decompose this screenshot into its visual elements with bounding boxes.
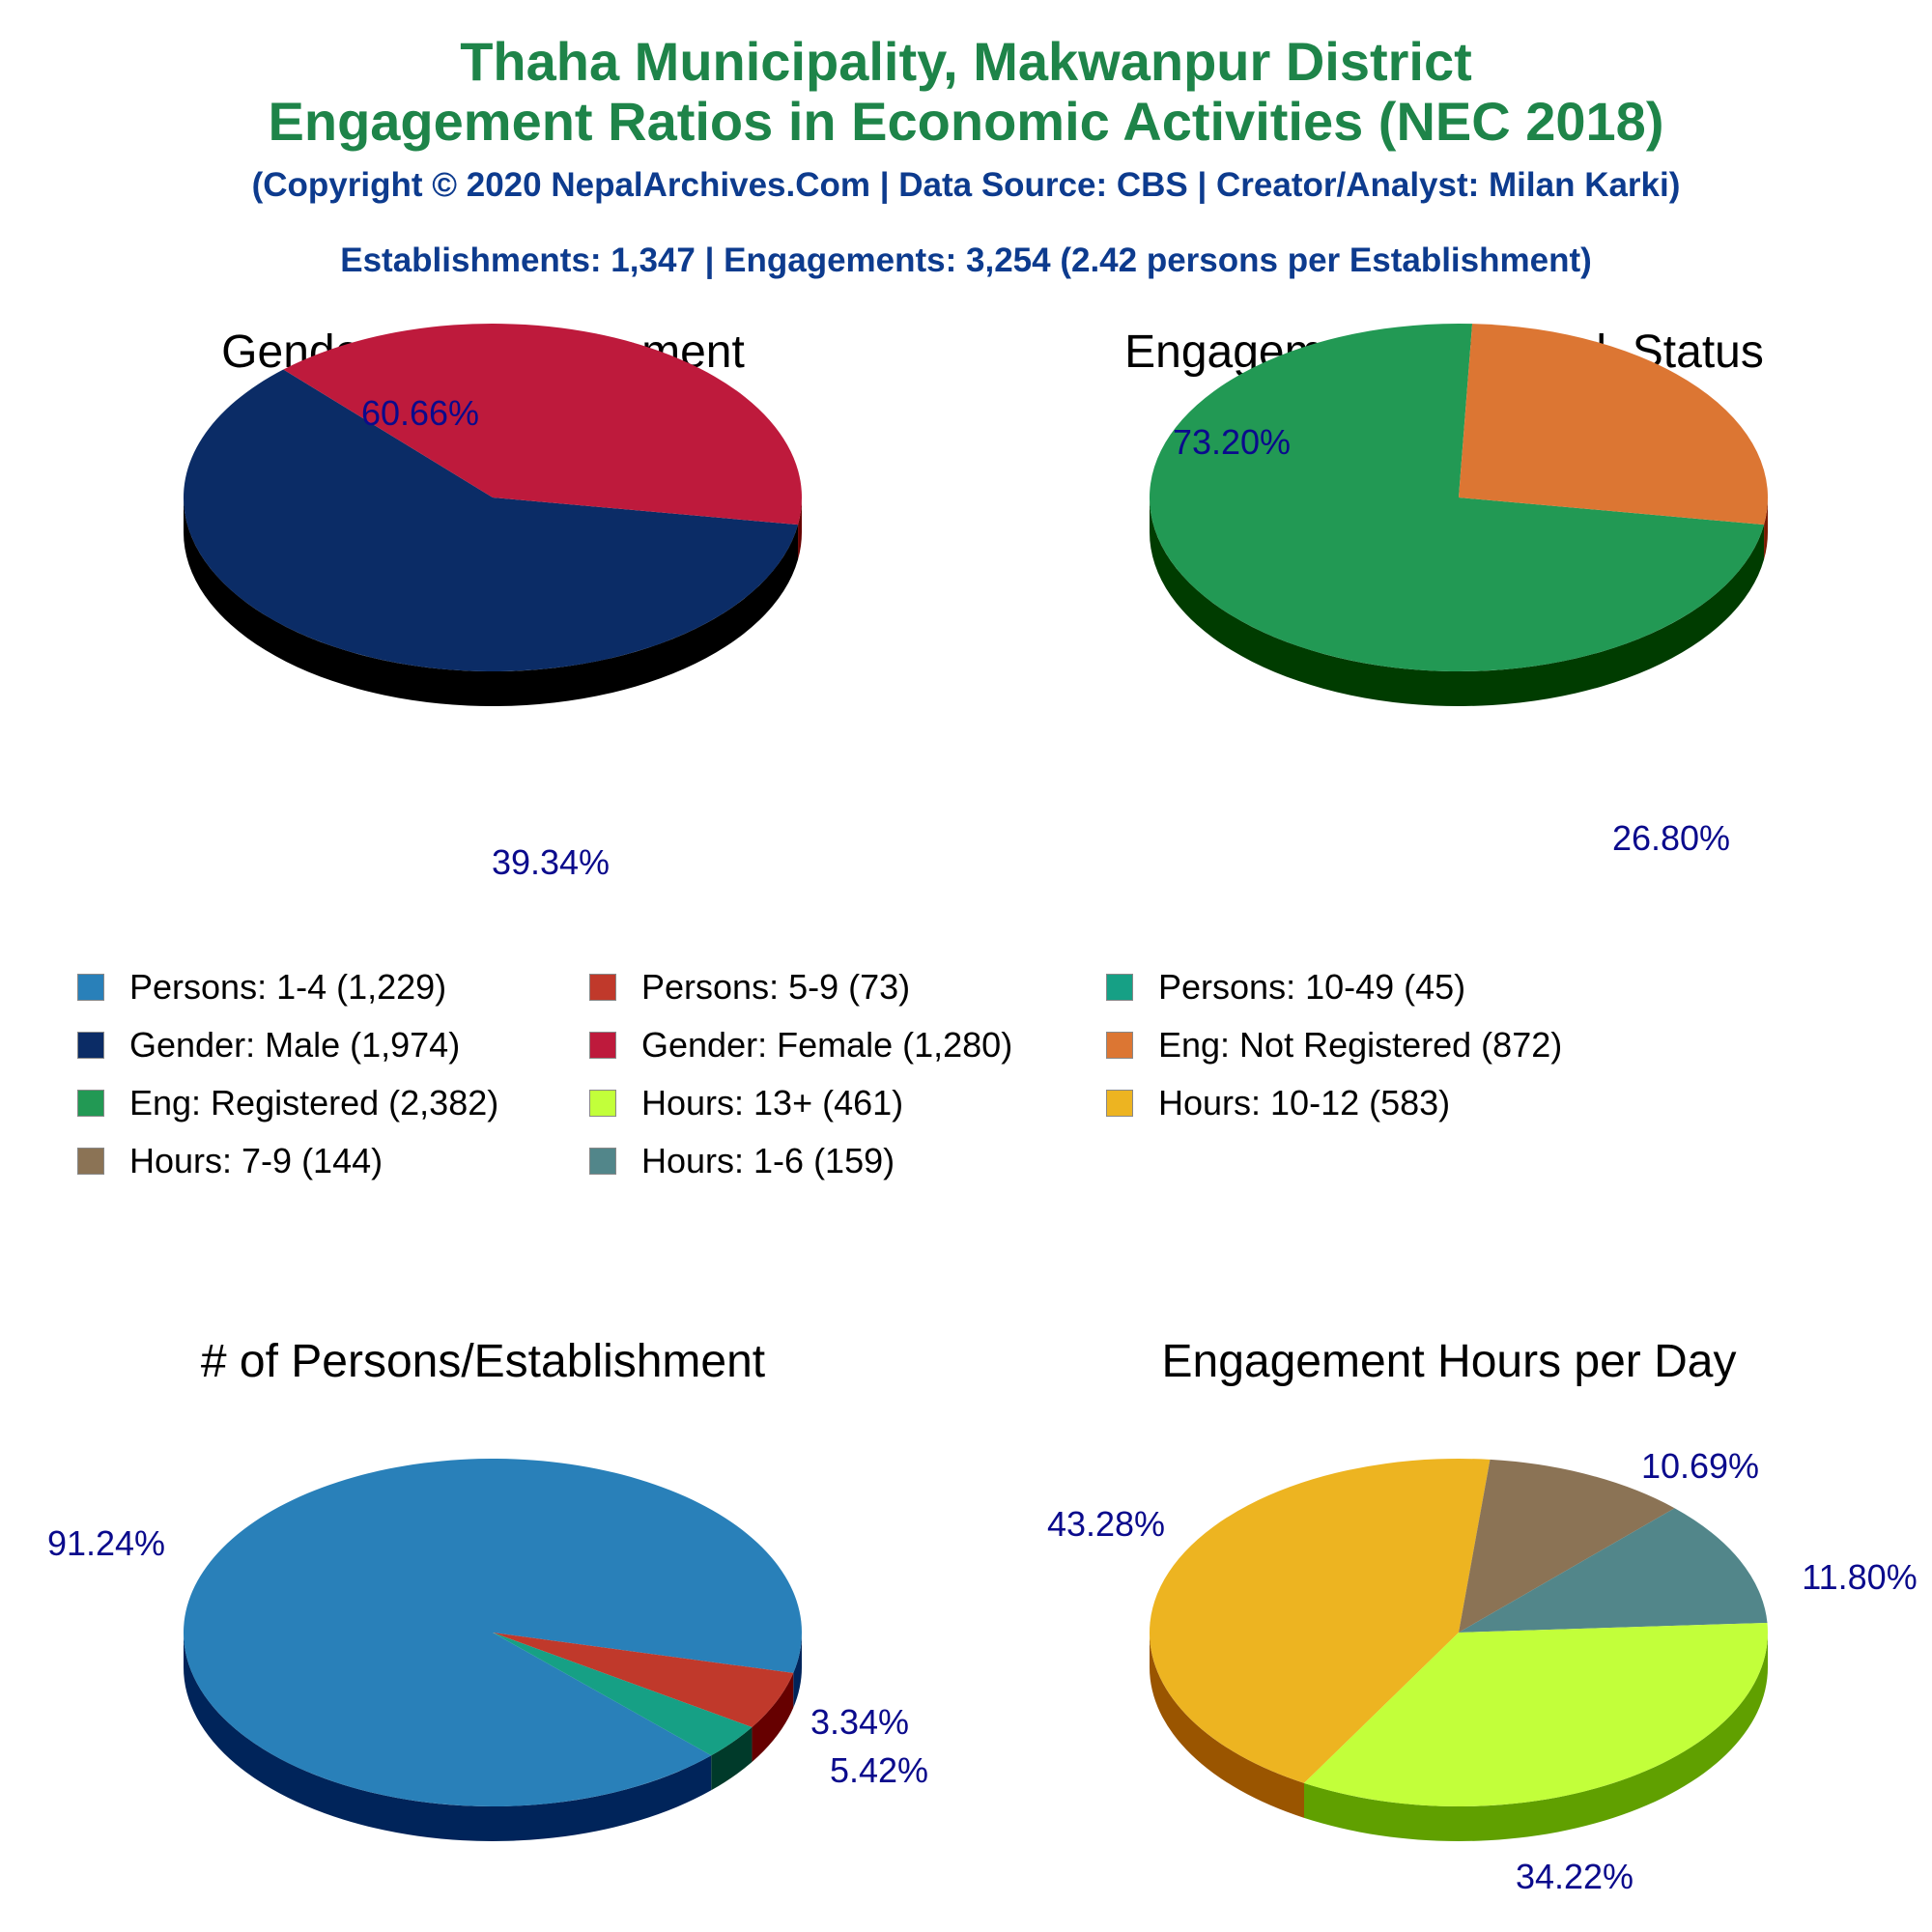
pie-side-wall — [793, 1633, 802, 1708]
legend-label: Eng: Registered (2,382) — [129, 1083, 499, 1122]
legend-label: Eng: Not Registered (872) — [1158, 1025, 1563, 1065]
legend-item: Gender: Male (1,974) — [77, 1024, 460, 1066]
pie-side-wall — [1150, 497, 1765, 707]
legend-item: Persons: 5-9 (73) — [589, 966, 910, 1009]
legend-swatch — [1106, 974, 1133, 1001]
pie-side-wall — [1150, 1633, 1304, 1818]
chart-title: Engagement with Regd. Status — [1124, 327, 1764, 378]
legend-item: Persons: 1-4 (1,229) — [77, 966, 446, 1009]
legend-swatch — [77, 974, 104, 1001]
legend-swatch — [77, 1032, 104, 1059]
slice-percent-label: 26.80% — [1612, 818, 1730, 858]
legend-item: Hours: 13+ (461) — [589, 1082, 903, 1124]
pie-side-wall — [1764, 497, 1768, 560]
pie-chart: Engagement Hours per Day 43.28% 10.69% 11.8… — [1047, 1336, 1918, 1896]
legend-label: Gender: Male (1,974) — [129, 1025, 461, 1065]
pie-slice — [1459, 1459, 1675, 1633]
legend-swatch — [1106, 1090, 1133, 1117]
slice-percent-label: 39.34% — [492, 842, 610, 882]
legend-swatch — [589, 1090, 616, 1117]
slice-percent-label: 10.69% — [1641, 1446, 1759, 1486]
legend-label: Persons: 5-9 (73) — [641, 967, 911, 1007]
slice-percent-label: 91.24% — [47, 1523, 165, 1563]
pie-slice — [1459, 324, 1769, 526]
pie-side-wall — [184, 497, 799, 706]
summary-line: Establishments: 1,347 | Engagements: 3,2… — [340, 242, 1592, 279]
slice-percent-label: 5.42% — [830, 1750, 928, 1790]
pie-side-wall — [184, 1633, 712, 1841]
legend-swatch — [589, 1032, 616, 1059]
slice-percent-label: 73.20% — [1173, 422, 1291, 462]
pie-slice — [1149, 1458, 1491, 1783]
pie-side-wall — [1304, 1633, 1768, 1841]
pie-chart: # of Persons/Establishment 91.24% 5.42% 3.3… — [47, 1336, 928, 1841]
pie-chart: Genderwise Engagement 60.66% 39.34% — [183, 324, 803, 882]
pie-slice — [493, 1633, 753, 1756]
pie-side-wall — [798, 497, 802, 560]
legend-item: Eng: Not Registered (872) — [1106, 1024, 1562, 1066]
slice-percent-label: 34.22% — [1516, 1857, 1634, 1896]
pie-chart: Engagement with Regd. Status 73.20% 26.80% — [1124, 324, 1769, 858]
legend-label: Hours: 10-12 (583) — [1158, 1083, 1451, 1122]
legend-item: Hours: 1-6 (159) — [589, 1140, 895, 1182]
pie-slice — [283, 324, 803, 526]
pie-slice — [184, 1459, 802, 1807]
copyright-line: (Copyright © 2020 NepalArchives.Com | Da… — [251, 166, 1681, 204]
legend-swatch — [1106, 1032, 1133, 1059]
main-title-line2: Engagement Ratios in Economic Activities… — [268, 91, 1664, 152]
slice-percent-label: 43.28% — [1047, 1504, 1165, 1544]
pie-slice — [1459, 1508, 1768, 1633]
legend-swatch — [77, 1090, 104, 1117]
legend-swatch — [77, 1148, 104, 1175]
chart-title: # of Persons/Establishment — [201, 1336, 765, 1387]
legend-label: Hours: 1-6 (159) — [641, 1141, 895, 1180]
pie-side-wall — [711, 1726, 753, 1791]
chart-title: Genderwise Engagement — [221, 327, 745, 378]
legend-item: Persons: 10-49 (45) — [1106, 966, 1465, 1009]
legend-label: Hours: 13+ (461) — [641, 1083, 904, 1122]
main-title-line1: Thaha Municipality, Makwanpur District — [460, 31, 1472, 92]
legend-label: Persons: 10-49 (45) — [1158, 967, 1466, 1007]
legend-swatch — [589, 1148, 616, 1175]
chart-title: Engagement Hours per Day — [1162, 1336, 1737, 1387]
legend-swatch — [589, 974, 616, 1001]
legend-item: Hours: 7-9 (144) — [77, 1140, 383, 1182]
slice-percent-label: 3.34% — [810, 1702, 909, 1742]
legend-item: Gender: Female (1,280) — [589, 1024, 1012, 1066]
legend-item: Hours: 10-12 (583) — [1106, 1082, 1450, 1124]
pie-slice — [493, 1633, 794, 1727]
pie-slice — [1304, 1622, 1768, 1806]
legend-label: Persons: 1-4 (1,229) — [129, 967, 447, 1007]
legend-label: Gender: Female (1,280) — [641, 1025, 1013, 1065]
pie-slice — [183, 369, 799, 671]
pie-slice — [1150, 324, 1765, 672]
slice-percent-label: 60.66% — [361, 393, 479, 433]
legend-label: Hours: 7-9 (144) — [129, 1141, 384, 1180]
legend-item: Eng: Registered (2,382) — [77, 1082, 498, 1124]
pie-side-wall — [752, 1672, 794, 1762]
slice-percent-label: 11.80% — [1802, 1557, 1917, 1597]
